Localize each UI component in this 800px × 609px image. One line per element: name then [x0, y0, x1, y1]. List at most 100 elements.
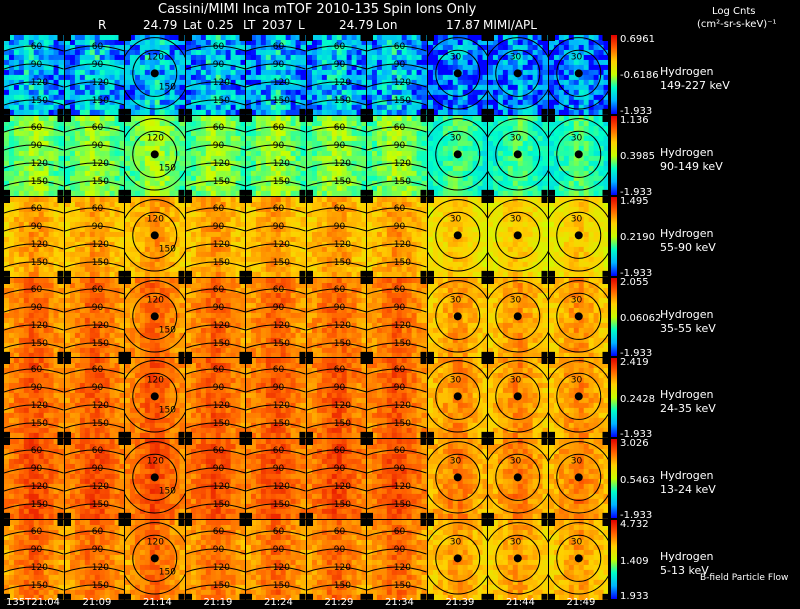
heatmap-cell: [502, 54, 509, 61]
heatmap-cell: [64, 236, 71, 243]
heatmap-cell: [507, 170, 514, 177]
heatmap-cell: [452, 155, 458, 162]
heatmap-cell: [215, 49, 221, 56]
heatmap-cell: [295, 145, 302, 152]
heatmap-cell: [169, 231, 176, 238]
heatmap-cell: [230, 84, 236, 91]
heatmap-cell: [371, 109, 378, 115]
heatmap-cell: [442, 185, 448, 192]
heatmap-cell: [185, 216, 192, 223]
heatmap-cell: [275, 120, 282, 127]
heatmap-cell: [321, 39, 327, 46]
heatmap-cell: [89, 35, 95, 41]
heatmap-cell: [306, 94, 313, 101]
heatmap-cell: [53, 251, 60, 258]
heatmap-cell: [361, 170, 366, 177]
heatmap-cell: [411, 170, 418, 177]
heatmap-cell: [28, 69, 35, 76]
heatmap-cell: [447, 94, 453, 101]
corner-mask: [125, 196, 131, 203]
heatmap-cell: [8, 59, 15, 66]
heatmap-cell: [270, 109, 277, 115]
heatmap-cell: [79, 104, 85, 111]
heatmap-cell: [497, 140, 504, 147]
heatmap-cell: [558, 150, 564, 157]
heatmap-cell: [482, 74, 487, 81]
heatmap-cell: [341, 140, 347, 147]
heatmap-cell: [225, 120, 231, 127]
heatmap-cell: [321, 84, 327, 91]
heatmap-cell: [119, 59, 124, 66]
heatmap-cell: [195, 231, 201, 238]
heatmap-cell: [341, 59, 347, 66]
heatmap-cell: [4, 99, 10, 106]
heatmap-cell: [316, 109, 322, 115]
heatmap-cell: [185, 130, 192, 137]
heatmap-cell: [99, 185, 105, 192]
heatmap-cell: [341, 109, 347, 115]
heatmap-cell: [246, 104, 252, 111]
heatmap-cell: [583, 54, 589, 61]
heatmap-cell: [447, 89, 453, 96]
heatmap-cell: [99, 251, 105, 258]
heatmap-cell: [119, 246, 124, 253]
contour-line: [132, 49, 178, 97]
heatmap-cell: [502, 175, 509, 182]
heatmap-cell: [432, 130, 439, 137]
heatmap-cell: [38, 206, 45, 213]
heatmap-panel: 60 90 120 150: [4, 196, 64, 277]
heatmap-cell: [351, 120, 357, 127]
heatmap-cell: [452, 135, 458, 142]
heatmap-cell: [371, 74, 378, 81]
heatmap-cell: [28, 54, 35, 61]
heatmap-cell: [346, 109, 352, 115]
heatmap-cell: [492, 39, 499, 46]
heatmap-cell: [94, 54, 100, 61]
corner-mask: [185, 196, 192, 203]
heatmap-cell: [376, 140, 383, 147]
heatmap-cell: [270, 104, 277, 111]
heatmap-cell: [492, 49, 499, 56]
heatmap-cell: [250, 69, 257, 76]
heatmap-cell: [437, 74, 443, 81]
heatmap-cell: [265, 170, 272, 177]
heatmap-cell: [53, 165, 60, 172]
heatmap-cell: [215, 201, 221, 208]
heatmap-cell: [129, 109, 136, 115]
heatmap-cell: [316, 79, 322, 86]
heatmap-cell: [492, 160, 499, 167]
heatmap-cell: [361, 79, 366, 86]
heatmap-cell: [33, 44, 40, 51]
heatmap-cell: [300, 84, 306, 91]
heatmap-cell: [179, 180, 185, 187]
heatmap-cell: [129, 261, 136, 268]
heatmap-cell: [58, 201, 64, 208]
heatmap-cell: [356, 170, 362, 177]
heatmap-cell: [134, 185, 141, 192]
heatmap-cell: [507, 115, 514, 122]
heatmap-cell: [588, 99, 594, 106]
heatmap-cell: [28, 94, 35, 101]
heatmap-cell: [164, 125, 171, 132]
heatmap-cell: [371, 39, 378, 46]
heatmap-cell: [8, 155, 15, 162]
heatmap-cell: [367, 125, 373, 132]
heatmap-cell: [553, 125, 560, 132]
heatmap-cell: [336, 59, 342, 66]
heatmap-cell: [588, 35, 594, 41]
heatmap-cell: [230, 135, 236, 142]
heatmap-cell: [169, 190, 176, 196]
heatmap-cell: [416, 104, 423, 111]
heatmap-cell: [53, 206, 60, 213]
heatmap-cell: [18, 155, 25, 162]
contour-label: 60: [212, 204, 224, 214]
heatmap-cell: [336, 155, 342, 162]
heatmap-grid: 60 90 120 150 60 90 120 150 120 150 60 90 120 150 60 90…: [4, 35, 609, 601]
heatmap-cell: [295, 115, 302, 122]
heatmap-cell: [8, 271, 15, 277]
heatmap-cell: [260, 130, 267, 137]
heatmap-cell: [351, 59, 357, 66]
heatmap-cell: [548, 59, 555, 66]
heatmap-cell: [442, 115, 448, 122]
heatmap-cell: [482, 125, 487, 132]
